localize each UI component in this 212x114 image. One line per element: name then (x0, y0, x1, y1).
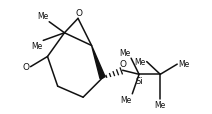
Text: Me: Me (178, 60, 190, 69)
Text: Si: Si (136, 76, 144, 85)
Text: Me: Me (119, 49, 130, 58)
Text: Me: Me (120, 95, 131, 104)
Polygon shape (92, 46, 105, 79)
Text: Me: Me (155, 100, 166, 109)
Text: Me: Me (31, 41, 42, 50)
Text: Me: Me (37, 12, 48, 21)
Text: O: O (22, 63, 29, 72)
Text: O: O (75, 9, 82, 18)
Text: Me: Me (134, 57, 146, 66)
Text: O: O (119, 59, 126, 68)
